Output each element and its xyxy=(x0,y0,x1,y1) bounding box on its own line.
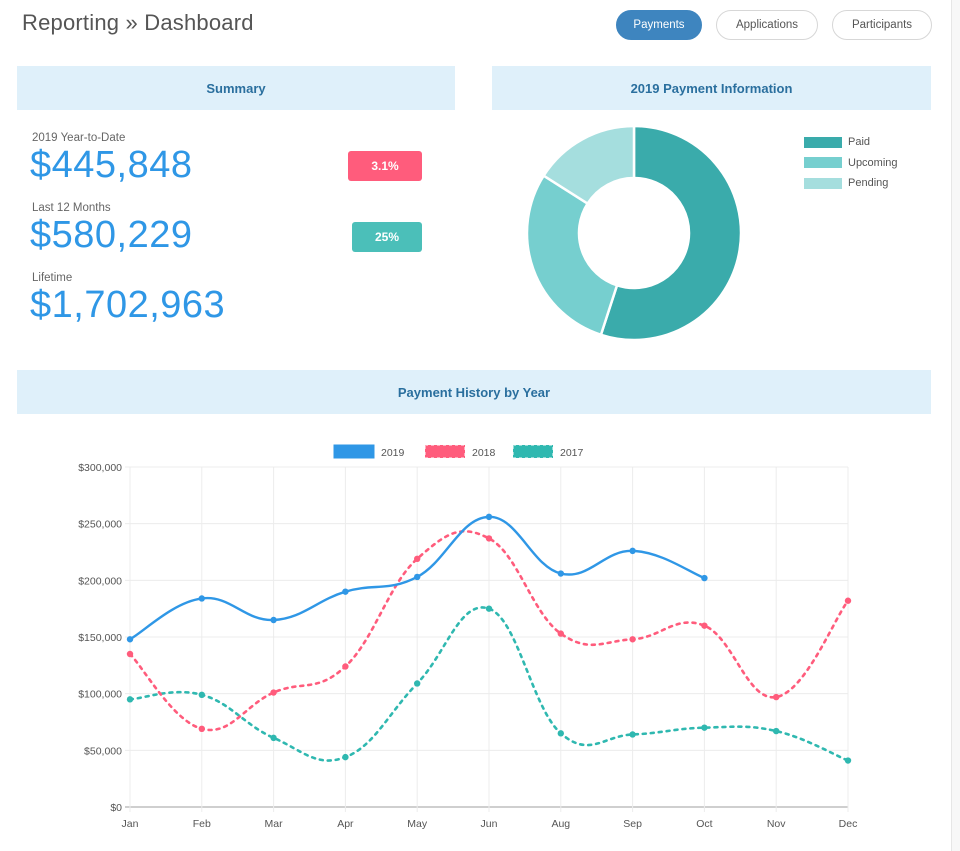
data-point-2018[interactable] xyxy=(126,650,134,658)
data-point-2019[interactable] xyxy=(270,616,277,624)
legend-swatch-paid xyxy=(804,136,842,148)
summary-heading: Summary xyxy=(17,66,455,110)
data-point-2019[interactable] xyxy=(557,570,564,577)
data-point-2017[interactable] xyxy=(414,680,421,687)
y-tick-label: $100,000 xyxy=(78,689,122,701)
last12-value: $580,229 xyxy=(30,214,193,256)
data-point-2019[interactable] xyxy=(198,595,205,602)
data-point-2017[interactable] xyxy=(844,757,852,764)
y-tick-label: $250,000 xyxy=(78,519,122,531)
data-point-2019[interactable] xyxy=(701,574,708,582)
data-point-2017[interactable] xyxy=(126,696,134,703)
legend-swatch-upcoming xyxy=(804,157,842,169)
data-point-2018[interactable] xyxy=(557,630,564,637)
legend-label-pending: Pending xyxy=(848,177,889,190)
data-point-2017[interactable] xyxy=(701,724,708,731)
series-line-2018 xyxy=(128,530,850,732)
data-point-2018[interactable] xyxy=(629,636,636,643)
x-tick-label: Sep xyxy=(623,818,642,830)
data-point-2019[interactable] xyxy=(342,588,349,595)
payment-history-line-chart: $0 $50,000 $100,000 $150,000 $200,000 $250,00… xyxy=(78,444,858,830)
legend-item-2018[interactable]: 2018 xyxy=(424,444,496,459)
last12-label: Last 12 Months xyxy=(32,202,111,214)
series-2017 xyxy=(126,605,852,764)
legend-item-2017[interactable]: 2017 xyxy=(512,444,584,459)
x-tick-label: Nov xyxy=(767,818,786,830)
page-scrollbar[interactable] xyxy=(951,0,960,851)
data-point-2018[interactable] xyxy=(198,725,205,732)
x-tick-label: Jan xyxy=(122,818,139,830)
tab-payments[interactable]: Payments xyxy=(616,10,702,40)
legend-swatch-2017 xyxy=(512,444,554,459)
chart-grid xyxy=(125,466,849,812)
data-point-2017[interactable] xyxy=(342,753,349,761)
donut-slice-paid[interactable] xyxy=(599,124,743,342)
donut-slice-upcoming[interactable] xyxy=(525,173,619,337)
data-point-2018[interactable] xyxy=(342,663,349,670)
data-point-2019[interactable] xyxy=(485,513,493,521)
legend-swatch-2018 xyxy=(424,444,466,459)
data-point-2018[interactable] xyxy=(414,555,421,562)
x-tick-label: Oct xyxy=(696,818,712,830)
data-point-2019[interactable] xyxy=(126,636,134,643)
legend-swatch-pending xyxy=(804,177,842,189)
tab-participants[interactable]: Participants xyxy=(832,10,932,40)
data-point-2018[interactable] xyxy=(701,622,708,629)
legend-label-upcoming: Upcoming xyxy=(848,156,898,169)
lifetime-label: Lifetime xyxy=(32,272,73,284)
payment-info-heading: 2019 Payment Information xyxy=(492,66,931,110)
data-point-2017[interactable] xyxy=(270,734,277,742)
x-tick-label: Feb xyxy=(193,818,211,830)
x-tick-label: Jun xyxy=(481,818,498,830)
y-tick-label: $0 xyxy=(110,802,122,814)
ytd-value: $445,848 xyxy=(30,144,193,186)
payment-donut-chart xyxy=(525,124,743,342)
legend-label-paid: Paid xyxy=(848,136,871,149)
data-point-2018[interactable] xyxy=(485,535,493,542)
report-tabs: Payments Applications Participants xyxy=(616,10,932,40)
data-point-2017[interactable] xyxy=(629,731,636,738)
page-title: Reporting » Dashboard xyxy=(22,10,254,35)
data-point-2017[interactable] xyxy=(557,730,564,737)
y-tick-label: $150,000 xyxy=(78,632,122,644)
legend-item-paid[interactable]: Paid xyxy=(804,132,898,153)
y-tick-label: $200,000 xyxy=(78,575,122,587)
data-point-2018[interactable] xyxy=(270,689,277,696)
ytd-label: 2019 Year-to-Date xyxy=(32,132,126,144)
legend-label-2017: 2017 xyxy=(560,447,584,459)
data-point-2018[interactable] xyxy=(844,597,852,604)
x-tick-label: Dec xyxy=(839,818,858,830)
last12-change-badge: 25% xyxy=(352,222,422,252)
series-2018 xyxy=(126,530,852,732)
ytd-change-badge: 3.1% xyxy=(348,151,422,181)
legend-item-2019[interactable]: 2019 xyxy=(333,444,405,459)
data-point-2017[interactable] xyxy=(485,605,493,612)
data-point-2019[interactable] xyxy=(414,573,421,581)
data-point-2019[interactable] xyxy=(629,547,636,555)
legend-label-2019: 2019 xyxy=(381,447,405,459)
y-tick-label: $50,000 xyxy=(84,745,122,757)
line-chart-legend: 2019 2018 2017 xyxy=(333,444,584,459)
x-tick-label: Apr xyxy=(337,818,354,830)
legend-swatch-2019 xyxy=(333,444,375,459)
series-2019 xyxy=(126,513,708,643)
x-tick-label: Aug xyxy=(551,818,570,830)
y-tick-label: $300,000 xyxy=(78,462,122,474)
legend-item-upcoming[interactable]: Upcoming xyxy=(804,153,898,174)
donut-legend: Paid Upcoming Pending xyxy=(804,132,898,194)
x-tick-label: May xyxy=(407,818,428,830)
lifetime-value: $1,702,963 xyxy=(30,284,226,326)
legend-item-pending[interactable]: Pending xyxy=(804,173,898,194)
data-point-2017[interactable] xyxy=(198,691,205,698)
x-tick-label: Mar xyxy=(265,818,284,830)
donut-slice-pending[interactable] xyxy=(541,124,636,206)
legend-label-2018: 2018 xyxy=(472,447,496,459)
tab-applications[interactable]: Applications xyxy=(716,10,818,40)
data-point-2017[interactable] xyxy=(773,727,780,735)
data-point-2018[interactable] xyxy=(773,693,780,701)
history-heading: Payment History by Year xyxy=(17,370,931,414)
